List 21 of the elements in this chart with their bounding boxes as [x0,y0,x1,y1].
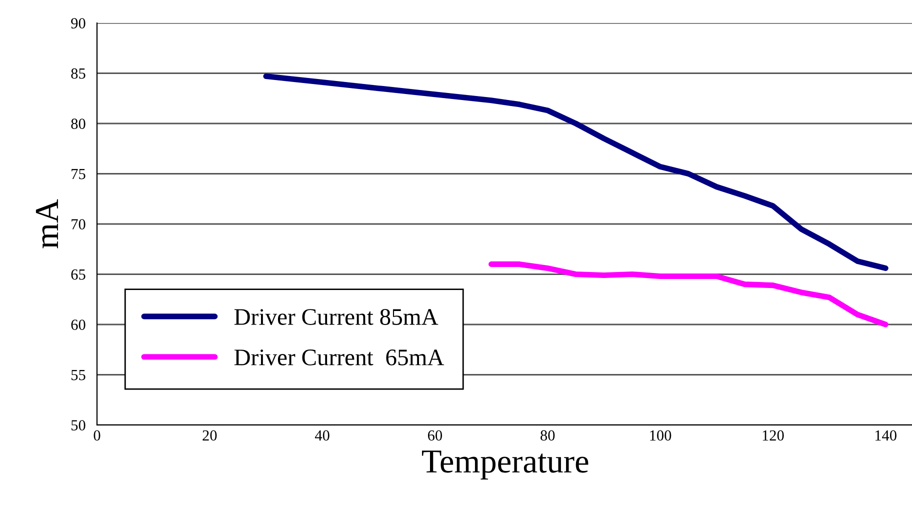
legend-label: Driver Current 85mA [234,309,438,325]
x-tick-label: 60 [428,430,442,441]
y-tick-label: 60 [71,320,86,330]
x-tick-label: 100 [650,430,672,441]
x-axis-title: Temperature [422,450,588,480]
y-tick-label: 65 [71,269,86,280]
x-tick-label: 80 [540,430,555,441]
y-tick-label: 90 [71,18,86,28]
x-tick-label: 140 [875,430,896,441]
y-tick-label: 55 [72,370,86,380]
y-tick-label: 75 [72,169,86,180]
x-tick-label: 40 [314,430,330,441]
x-tick-label: 20 [202,430,217,441]
y-tick-label: 85 [71,68,86,79]
y-tick-label: 50 [72,420,86,430]
y-axis-title: mA [36,199,58,248]
y-tick-label: 70 [72,219,86,230]
x-tick-label: 120 [762,430,784,441]
y-tick-label: 80 [71,118,86,129]
legend-label: Driver Current 65mA [234,350,444,366]
x-tick-label: 0 [94,430,100,441]
